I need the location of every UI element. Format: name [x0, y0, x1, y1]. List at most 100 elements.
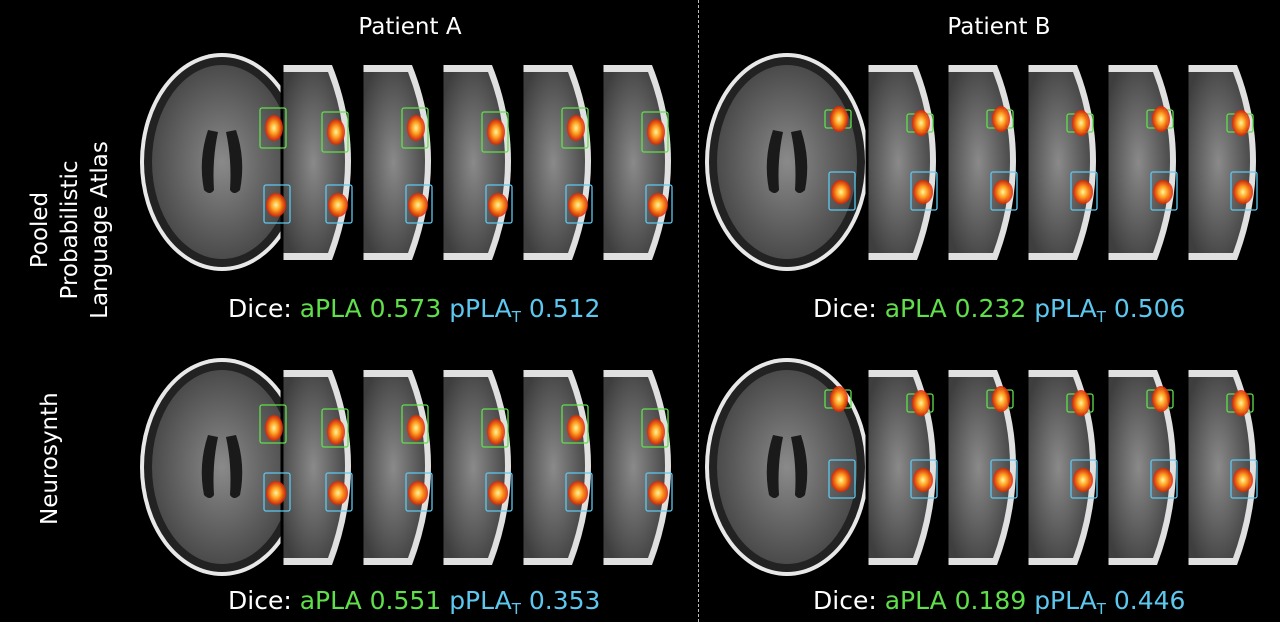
activation-blob	[568, 193, 588, 217]
apla-roi-outline	[481, 111, 509, 153]
activation-blob	[648, 193, 668, 217]
activation-blob	[1232, 390, 1250, 416]
activation-blob	[1073, 468, 1093, 492]
ppla-roi-outline	[645, 472, 673, 512]
activation-blob	[568, 481, 588, 505]
ppla-value: 0.512	[528, 294, 601, 323]
ppla-roi-outline	[645, 184, 673, 224]
ppla-roi-outline	[565, 472, 593, 512]
activation-blob	[830, 106, 848, 132]
partial-slice	[600, 370, 671, 565]
partial-slice	[1025, 370, 1096, 565]
patient-b-neurosynth-brain-slices	[705, 358, 1258, 576]
activation-blob	[992, 386, 1010, 412]
ventricle	[201, 130, 218, 193]
ppla-roi-outline	[1150, 459, 1178, 499]
row-label-atlas-line1: Pooled	[27, 191, 53, 269]
ppla-subscript: T	[1096, 600, 1106, 618]
apla-label: aPLA	[884, 586, 947, 615]
partial-slice	[1105, 370, 1176, 565]
partial-slice	[1185, 370, 1256, 565]
apla-roi-outline	[561, 404, 589, 444]
activation-blob	[1152, 106, 1170, 132]
apla-roi-outline	[321, 408, 349, 448]
apla-roi-outline	[401, 404, 429, 444]
apla-value: 0.573	[369, 294, 442, 323]
activation-blob	[993, 180, 1013, 204]
ppla-subscript: T	[1096, 308, 1106, 326]
activation-blob	[408, 193, 428, 217]
activation-blob	[1233, 468, 1253, 492]
activation-blob	[1233, 180, 1253, 204]
ppla-roi-outline	[325, 472, 353, 512]
partial-slice	[520, 370, 591, 565]
ppla-roi-outline	[405, 184, 433, 224]
partial-slice	[1105, 65, 1176, 260]
apla-roi-outline	[561, 107, 589, 149]
apla-value: 0.232	[954, 294, 1027, 323]
ppla-roi-outline	[1070, 459, 1098, 499]
activation-blob	[831, 468, 851, 492]
brain-slice	[717, 65, 857, 259]
apla-roi-outline	[481, 408, 509, 448]
ppla-roi-outline	[990, 171, 1018, 211]
row-label-atlas: Pooled Probabilistic Language Atlas	[25, 120, 115, 340]
ppla-label: pPLA	[449, 294, 512, 323]
activation-blob	[1153, 180, 1173, 204]
ppla-roi-outline	[485, 472, 513, 512]
partial-slice	[865, 370, 936, 565]
ventricle	[791, 130, 808, 193]
apla-roi-outline	[641, 408, 669, 448]
partial-slice	[945, 65, 1016, 260]
row-label-atlas-line3: Language Atlas	[87, 141, 113, 319]
activation-blob	[992, 106, 1010, 132]
activation-blob	[407, 415, 425, 441]
activation-blob	[993, 468, 1013, 492]
ppla-subscript: T	[511, 308, 521, 326]
ventricle	[791, 435, 808, 498]
dice-prefix: Dice:	[228, 586, 292, 615]
activation-blob	[265, 415, 283, 441]
ppla-roi-outline	[990, 459, 1018, 499]
apla-roi-outline	[641, 111, 669, 153]
partial-slice	[280, 370, 351, 565]
activation-blob	[487, 119, 505, 145]
ppla-value: 0.446	[1113, 586, 1186, 615]
ppla-roi-outline	[565, 184, 593, 224]
ppla-roi-outline	[1230, 459, 1258, 499]
patient-b-title: Patient B	[947, 14, 1051, 40]
ppla-value: 0.353	[528, 586, 601, 615]
ppla-roi-outline	[1070, 171, 1098, 211]
activation-blob	[1072, 390, 1090, 416]
dice-patient-a-atlas: Dice: aPLA 0.573 pPLAT 0.512	[228, 294, 600, 326]
ppla-label: pPLA	[449, 586, 512, 615]
activation-blob	[913, 180, 933, 204]
activation-blob	[1073, 180, 1093, 204]
patient-a-neurosynth-brain-slices	[140, 358, 673, 576]
ppla-value: 0.506	[1113, 294, 1186, 323]
activation-blob	[327, 119, 345, 145]
partial-slice	[360, 370, 431, 565]
brain-slice	[152, 65, 292, 259]
ppla-roi-outline	[828, 171, 856, 211]
apla-value: 0.189	[954, 586, 1027, 615]
apla-roi-outline	[259, 404, 287, 444]
dice-prefix: Dice:	[228, 294, 292, 323]
apla-roi-outline	[259, 107, 287, 149]
activation-blob	[647, 119, 665, 145]
column-divider	[698, 0, 699, 622]
ppla-roi-outline	[828, 459, 856, 499]
activation-blob	[488, 193, 508, 217]
activation-blob	[488, 481, 508, 505]
activation-blob	[407, 115, 425, 141]
apla-label: aPLA	[299, 586, 362, 615]
activation-blob	[830, 386, 848, 412]
activation-blob	[912, 110, 930, 136]
ventricle	[226, 130, 243, 193]
activation-blob	[328, 193, 348, 217]
activation-blob	[647, 419, 665, 445]
activation-blob	[266, 481, 286, 505]
partial-slice	[280, 65, 351, 260]
dice-prefix: Dice:	[813, 294, 877, 323]
activation-blob	[265, 115, 283, 141]
